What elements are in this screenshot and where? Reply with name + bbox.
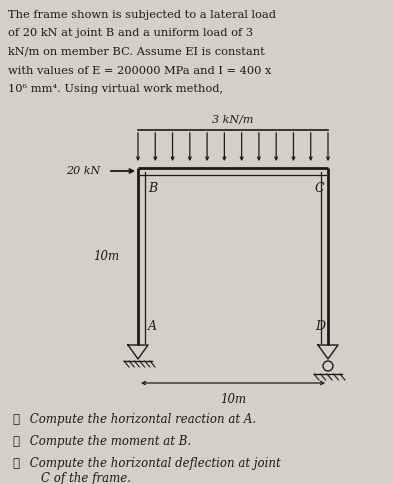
- Text: 3 kN/m: 3 kN/m: [212, 115, 254, 125]
- Text: kN/m on member BC. Assume EI is constant: kN/m on member BC. Assume EI is constant: [8, 47, 265, 57]
- Text: The frame shown is subjected to a lateral load: The frame shown is subjected to a latera…: [8, 10, 276, 20]
- Text: ③: ③: [12, 457, 19, 470]
- Text: of 20 kN at joint B and a uniform load of 3: of 20 kN at joint B and a uniform load o…: [8, 29, 253, 39]
- Text: 10m: 10m: [220, 393, 246, 406]
- Text: B: B: [148, 182, 157, 195]
- Text: Compute the horizontal deflection at joint
    C of the frame.: Compute the horizontal deflection at joi…: [26, 457, 281, 484]
- Text: A: A: [148, 320, 157, 333]
- Text: with values of E = 200000 MPa and I = 400 x: with values of E = 200000 MPa and I = 40…: [8, 65, 272, 76]
- Text: ②: ②: [12, 435, 19, 448]
- Text: Compute the moment at B.: Compute the moment at B.: [26, 435, 191, 448]
- Text: Compute the horizontal reaction at A.: Compute the horizontal reaction at A.: [26, 413, 256, 426]
- Text: C: C: [314, 182, 324, 195]
- Text: ①: ①: [12, 413, 19, 426]
- Text: 10m: 10m: [93, 250, 119, 263]
- Text: D: D: [315, 320, 325, 333]
- Text: 20 kN: 20 kN: [66, 166, 100, 176]
- Text: 10⁶ mm⁴. Using virtual work method,: 10⁶ mm⁴. Using virtual work method,: [8, 84, 223, 94]
